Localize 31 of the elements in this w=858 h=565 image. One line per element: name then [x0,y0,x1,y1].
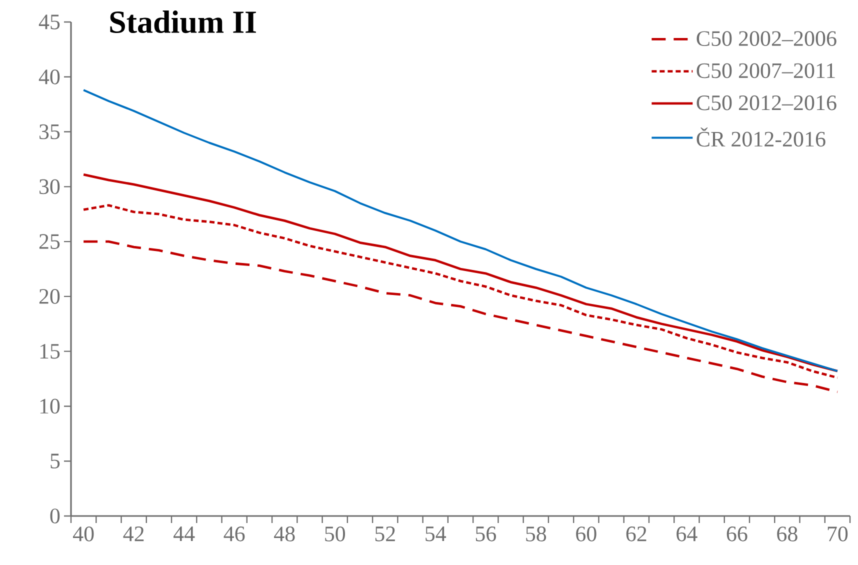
x-tick-label: 64 [676,526,698,542]
y-tick-label: 20 [39,289,60,304]
x-tick-label: 68 [777,526,798,542]
x-tick-label: 48 [274,526,295,542]
x-tick-label: 60 [576,526,596,542]
y-tick-label: 35 [40,124,60,140]
x-tick-label: 54 [426,526,446,542]
x-tick-label: 56 [476,526,496,542]
x-tick-label: 40 [72,526,94,542]
y-tick-label: 40 [38,69,60,84]
chart-title: Stadium II [110,10,256,34]
y-tick-label: 25 [39,234,60,249]
x-tick-label: 52 [375,526,395,542]
x-tick-label: 50 [325,526,346,542]
y-tick-label: 30 [40,179,60,194]
legend-label: C50 2012–2016 [696,95,836,110]
y-tick-label: 10 [40,398,60,414]
x-tick-label: 70 [828,526,848,542]
legend-label: C50 2002–2006 [696,31,836,46]
x-tick-label: 58 [526,526,546,542]
y-tick-label: 15 [40,344,60,359]
legend-label: ČR 2012-2016 [696,128,826,147]
x-tick-label: 66 [726,526,748,542]
y-tick-label: 0 [50,508,60,524]
x-tick-label: 62 [626,526,646,542]
legend-label: C50 2007–2011 [696,63,835,78]
y-tick-label: 5 [50,454,60,468]
x-tick-label: 44 [174,526,195,542]
x-tick-label: 46 [224,526,245,542]
x-tick-label: 42 [123,526,144,542]
y-tick-label: 45 [38,14,60,30]
